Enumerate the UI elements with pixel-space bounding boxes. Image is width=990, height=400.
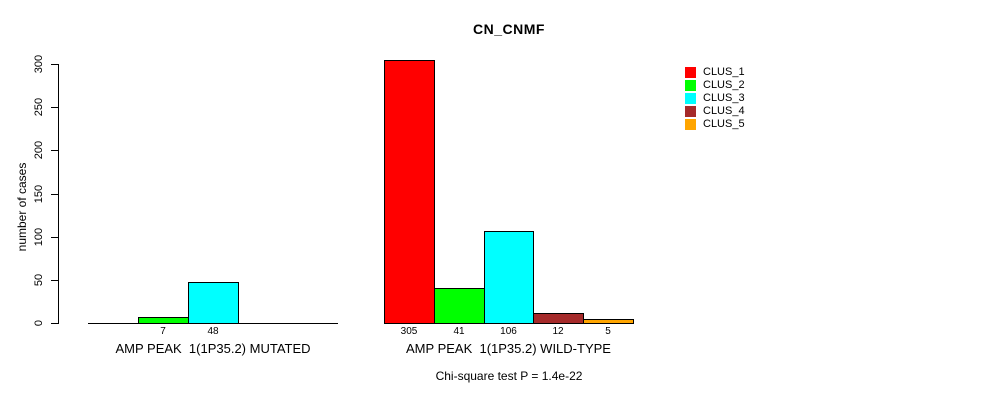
bar-clus_5 [583, 319, 634, 324]
legend-swatch-icon [685, 119, 696, 130]
y-tick-label: 100 [33, 227, 45, 247]
legend-label: CLUS_3 [703, 92, 745, 104]
legend-label: CLUS_1 [703, 66, 745, 78]
legend-label: CLUS_5 [703, 118, 745, 130]
legend-entry: CLUS_4 [685, 105, 745, 118]
chart-title: CN_CNMF [473, 21, 545, 37]
group-axis-label: AMP PEAK 1(1P35.2) MUTATED [115, 341, 311, 356]
y-tick-label: 150 [33, 184, 45, 204]
bar-clus_2 [138, 317, 189, 324]
legend-swatch-icon [685, 67, 696, 78]
y-axis-line [58, 64, 59, 324]
bar-value-label: 7 [160, 326, 166, 337]
y-tick-label: 250 [33, 97, 45, 117]
bar-value-label: 41 [453, 326, 465, 337]
bar-value-label: 305 [400, 326, 418, 337]
y-tick-mark [51, 323, 58, 324]
legend-entry: CLUS_1 [685, 66, 745, 79]
legend-swatch-icon [685, 106, 696, 117]
legend-entry: CLUS_2 [685, 79, 745, 92]
y-tick-label: 300 [33, 54, 45, 74]
bar-clus_2 [434, 288, 485, 324]
legend-entry: CLUS_5 [685, 118, 745, 131]
bar-value-label: 5 [605, 326, 611, 337]
y-tick-label: 200 [33, 140, 45, 160]
bar-value-label: 12 [552, 326, 564, 337]
group-axis-label: AMP PEAK 1(1P35.2) WILD-TYPE [406, 341, 611, 356]
legend-label: CLUS_4 [703, 105, 745, 117]
y-axis-label: number of cases [15, 162, 29, 252]
y-tick-mark [51, 280, 58, 281]
y-tick-mark [51, 64, 58, 65]
bar-clus_3 [484, 231, 534, 324]
chi-square-annotation: Chi-square test P = 1.4e-22 [435, 369, 583, 383]
y-tick-mark [51, 237, 58, 238]
legend-entry: CLUS_3 [685, 92, 745, 105]
y-tick-mark [51, 150, 58, 151]
y-tick-mark [51, 107, 58, 108]
legend-label: CLUS_2 [703, 79, 745, 91]
bar-value-label: 106 [500, 326, 517, 337]
legend-swatch-icon [685, 80, 696, 91]
bar-clus_4 [533, 313, 584, 324]
legend-swatch-icon [685, 93, 696, 104]
y-tick-label: 50 [33, 273, 45, 287]
y-tick-label: 0 [33, 319, 45, 327]
bar-clus_3 [188, 282, 239, 324]
bar-clus_1 [384, 60, 435, 324]
y-tick-mark [51, 194, 58, 195]
bar-value-label: 48 [207, 326, 219, 337]
